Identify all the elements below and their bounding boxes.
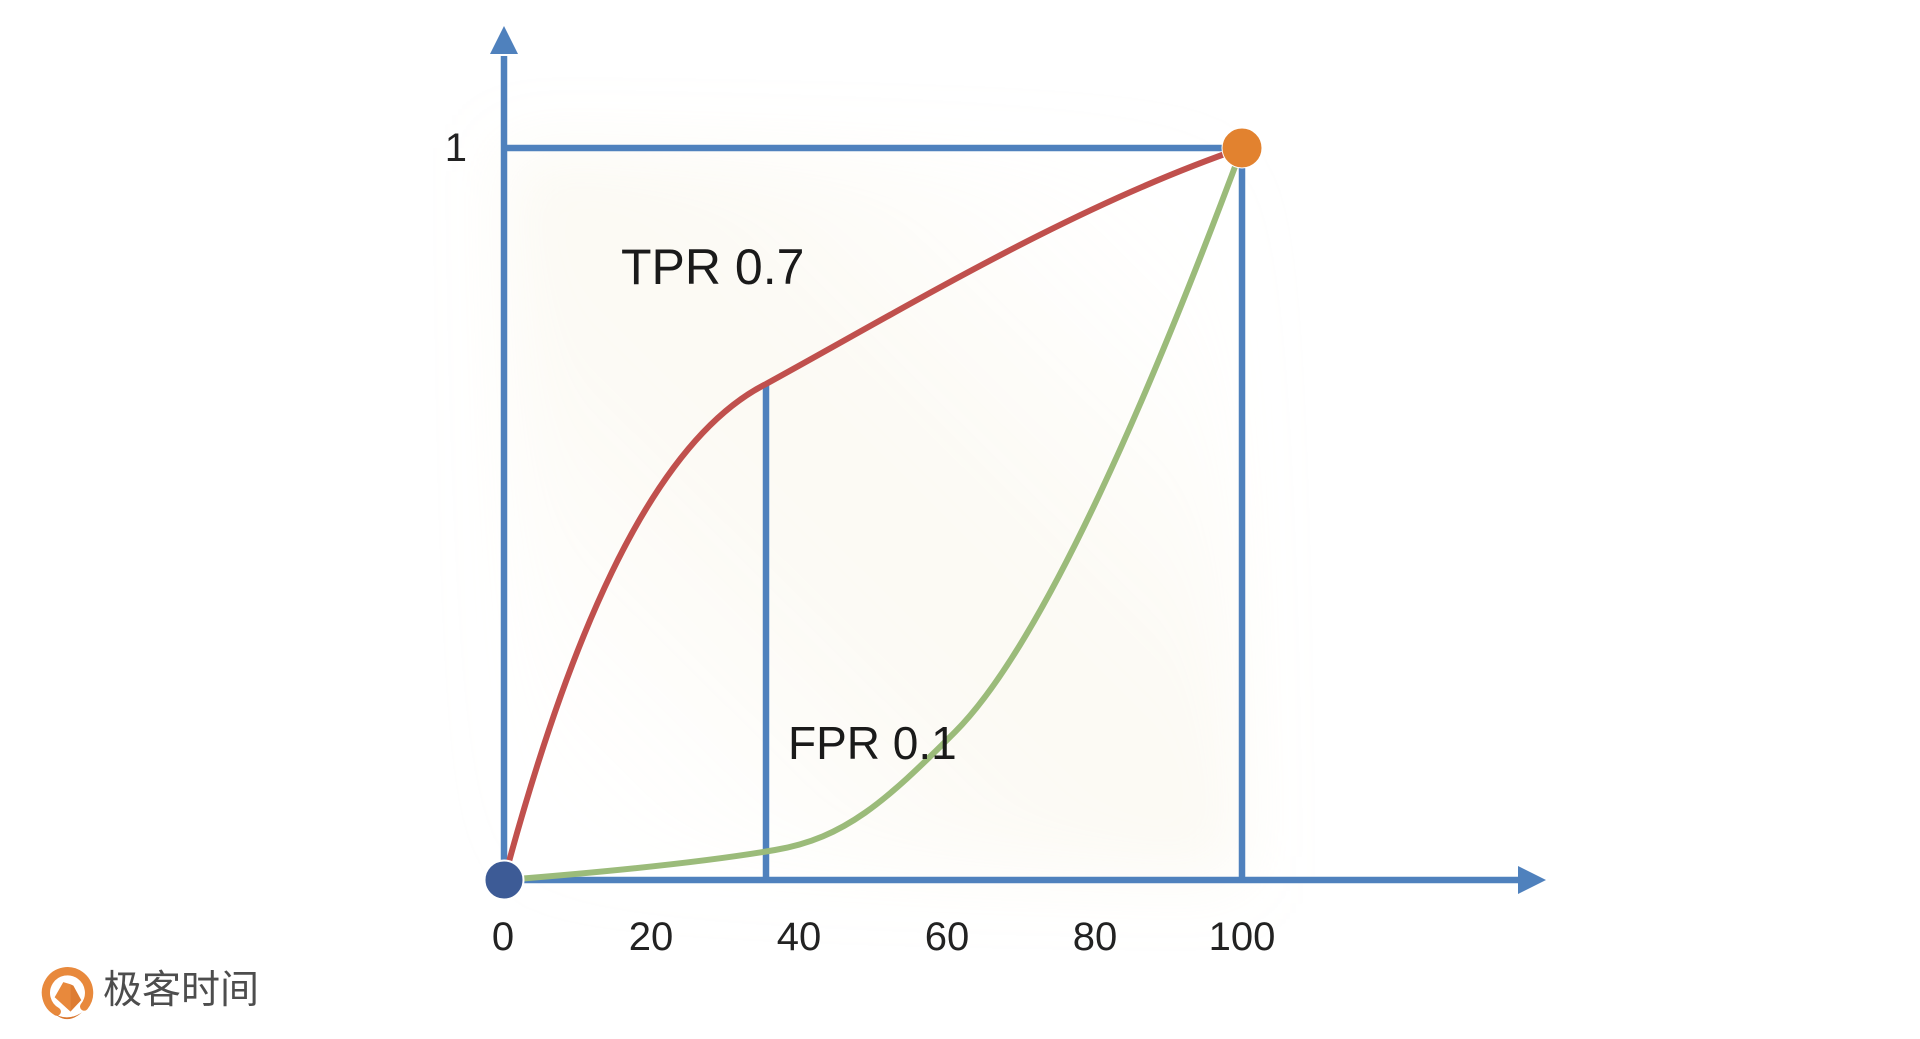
svg-text:60: 60 [925,915,970,959]
svg-text:TPR 0.7: TPR 0.7 [621,239,804,295]
svg-text:1: 1 [445,126,467,170]
svg-text:极客时间: 极客时间 [103,969,259,1012]
svg-text:FPR 0.1: FPR 0.1 [788,717,957,769]
svg-text:100: 100 [1209,915,1276,959]
svg-text:20: 20 [629,915,674,959]
svg-text:0: 0 [492,915,514,959]
svg-text:40: 40 [777,915,822,959]
svg-text:80: 80 [1073,915,1118,959]
